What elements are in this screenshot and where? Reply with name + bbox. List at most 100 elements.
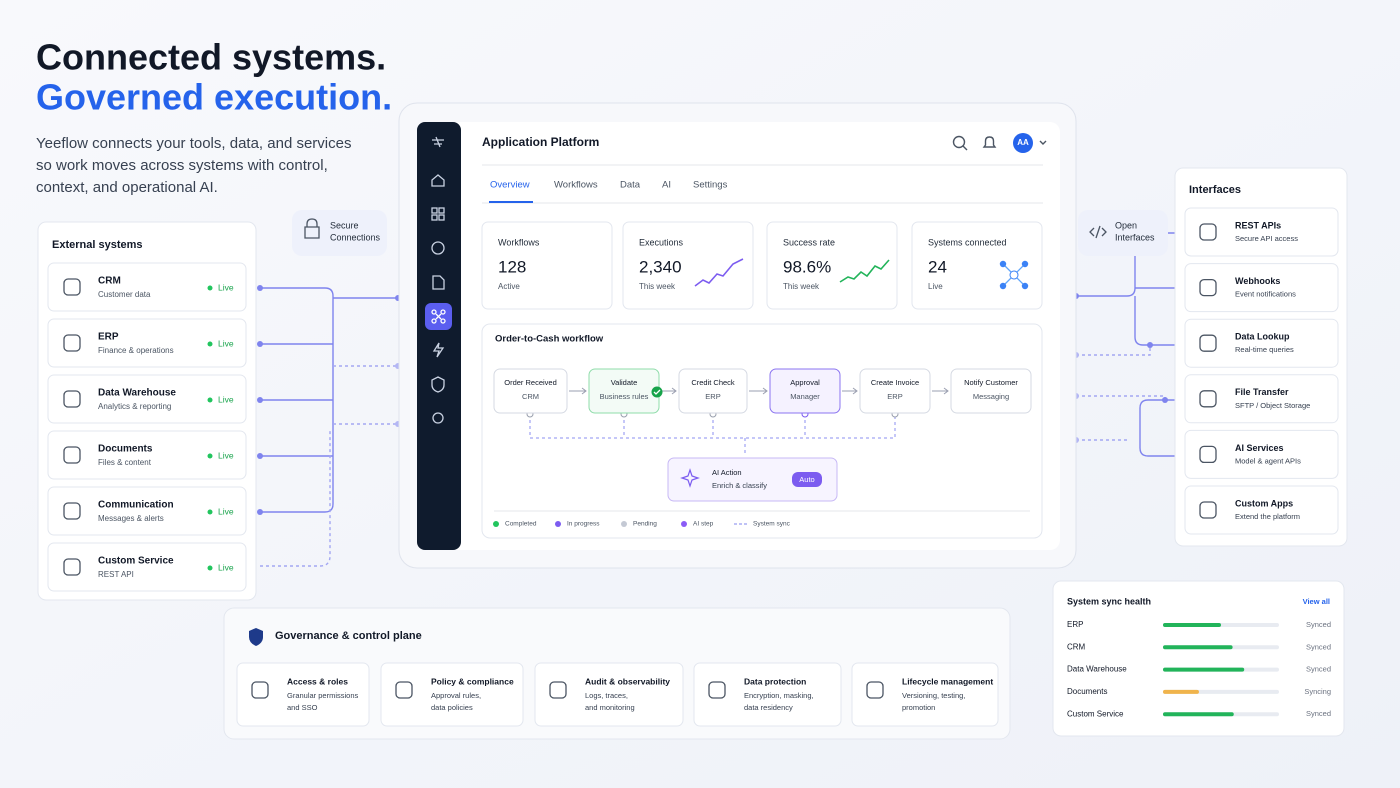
legend-label: AI step bbox=[693, 521, 714, 528]
network-node bbox=[1009, 270, 1019, 280]
workflow-step[interactable] bbox=[678, 368, 748, 414]
governance-card[interactable] bbox=[534, 662, 684, 727]
panel-title: System sync health bbox=[1067, 596, 1151, 606]
workflow-step[interactable] bbox=[859, 368, 931, 414]
status-dot bbox=[207, 509, 213, 515]
panel-title: Governance & control plane bbox=[275, 630, 422, 642]
governance-card[interactable] bbox=[693, 662, 842, 727]
stat-value: 24 bbox=[928, 257, 947, 276]
status-dot bbox=[207, 341, 213, 347]
shield-icon[interactable] bbox=[431, 376, 445, 393]
step-detail: Messaging bbox=[973, 392, 1009, 401]
sync-lines bbox=[529, 414, 896, 455]
open-badge bbox=[1078, 210, 1168, 256]
tab[interactable]: Overview bbox=[490, 180, 530, 191]
tab[interactable]: Settings bbox=[693, 180, 728, 191]
network-node bbox=[999, 282, 1007, 290]
interface-detail: Secure API access bbox=[1235, 234, 1298, 243]
progress-bar bbox=[1163, 712, 1234, 717]
step-name: Notify Customer bbox=[964, 378, 1018, 387]
governance-card[interactable] bbox=[380, 662, 524, 727]
home-icon[interactable] bbox=[431, 174, 445, 187]
interface-row[interactable] bbox=[1184, 318, 1339, 368]
system-status: Live bbox=[218, 338, 234, 348]
status-dot bbox=[207, 285, 213, 291]
system-detail: Customer data bbox=[98, 290, 151, 299]
governance-detail: Versioning, testing, bbox=[902, 691, 965, 700]
governance-detail: data residency bbox=[744, 703, 793, 712]
stat-value: 98.6% bbox=[783, 257, 831, 276]
legend-label: Completed bbox=[505, 521, 537, 528]
icon bbox=[63, 278, 81, 296]
tab[interactable]: AI bbox=[662, 180, 671, 191]
system-row[interactable] bbox=[47, 542, 247, 592]
network-node bbox=[999, 260, 1007, 268]
hero-title: Connected systems. bbox=[36, 37, 386, 78]
interface-row[interactable] bbox=[1184, 374, 1339, 424]
history-icon[interactable] bbox=[431, 241, 445, 255]
icon bbox=[708, 681, 726, 699]
system-row[interactable] bbox=[47, 374, 247, 424]
step-name: Order Received bbox=[504, 378, 557, 387]
tab[interactable]: Data bbox=[620, 180, 641, 191]
workflow-step[interactable] bbox=[493, 368, 568, 414]
system-row[interactable] bbox=[47, 486, 247, 536]
icon bbox=[1199, 501, 1217, 519]
sync-name: CRM bbox=[1067, 642, 1086, 651]
governance-detail: Approval rules, bbox=[431, 691, 481, 700]
system-row[interactable] bbox=[47, 430, 247, 480]
chevron[interactable] bbox=[1039, 140, 1047, 145]
icon bbox=[63, 446, 81, 464]
check-badge bbox=[651, 386, 663, 398]
governance-name: Policy & compliance bbox=[431, 676, 514, 686]
hero-title-accent: Governed execution. bbox=[36, 77, 392, 118]
interface-row[interactable] bbox=[1184, 207, 1339, 257]
system-name: Custom Service bbox=[98, 556, 174, 567]
workflow-step[interactable] bbox=[769, 368, 841, 414]
progress-bar bbox=[1163, 667, 1245, 672]
hero-description: context, and operational AI. bbox=[36, 179, 218, 196]
governance-name: Lifecycle management bbox=[902, 676, 993, 686]
stat-label: Executions bbox=[639, 237, 684, 247]
system-row[interactable] bbox=[47, 262, 247, 312]
workflow-panel bbox=[481, 323, 1043, 539]
interface-name: REST APIs bbox=[1235, 220, 1281, 230]
legend-dot bbox=[681, 521, 687, 527]
progress-bar bbox=[1163, 623, 1221, 627]
check-mark bbox=[653, 389, 661, 395]
settings-icon[interactable] bbox=[432, 412, 444, 424]
panel-title: Interfaces bbox=[1189, 184, 1241, 196]
doc-icon[interactable] bbox=[432, 275, 445, 290]
legend-label: System sync bbox=[753, 521, 791, 528]
progress-bar bbox=[1163, 689, 1199, 694]
governance-card[interactable] bbox=[236, 662, 370, 727]
bolt-icon[interactable] bbox=[432, 342, 445, 358]
interface-row[interactable] bbox=[1184, 263, 1339, 313]
ai-step[interactable] bbox=[667, 457, 838, 502]
system-status: Live bbox=[218, 282, 234, 292]
bell-icon[interactable] bbox=[982, 136, 997, 148]
panel-title: External systems bbox=[52, 239, 143, 251]
workflow-step[interactable] bbox=[950, 368, 1032, 414]
view-all-link[interactable]: View all bbox=[1303, 597, 1330, 606]
header-icons bbox=[952, 135, 1047, 151]
status-dot bbox=[207, 453, 213, 459]
icon bbox=[251, 681, 269, 699]
interface-row[interactable] bbox=[1184, 485, 1339, 535]
badge-label: Open bbox=[1115, 220, 1137, 230]
network-node bbox=[1021, 260, 1029, 268]
tab[interactable]: Workflows bbox=[554, 180, 598, 191]
sparkline bbox=[839, 259, 890, 283]
icon bbox=[1199, 390, 1217, 408]
stat-label: Systems connected bbox=[928, 237, 1007, 247]
apps-icon[interactable] bbox=[431, 207, 445, 221]
search-icon[interactable] bbox=[952, 135, 966, 149]
stat-value: 2,340 bbox=[639, 257, 682, 276]
governance-card[interactable] bbox=[851, 662, 999, 727]
avatar[interactable] bbox=[1013, 133, 1033, 153]
ai-tag bbox=[792, 472, 822, 487]
system-row[interactable] bbox=[47, 318, 247, 368]
connector bbox=[260, 365, 398, 567]
legend-dot bbox=[555, 521, 561, 527]
interface-row[interactable] bbox=[1184, 429, 1339, 479]
